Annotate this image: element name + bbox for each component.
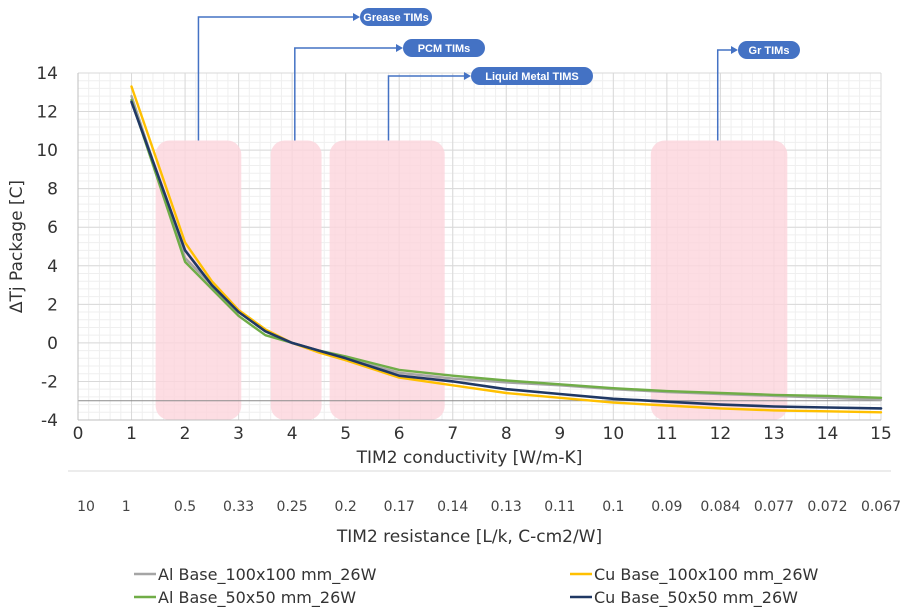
x2-tick-label: 0.11: [544, 499, 575, 515]
x-tick-label: 2: [180, 424, 191, 444]
legend-label: Cu Base_50x50 mm_26W: [594, 588, 798, 608]
callout-box: [471, 67, 593, 85]
y-tick-label: -4: [41, 411, 58, 431]
x-tick-label: 1: [126, 424, 137, 444]
callout-arrow-icon: [353, 13, 360, 21]
x2-tick-label: 0.067: [861, 499, 901, 515]
x-tick-labels: 0 1 2 3 4 5 6 7 8 9 10 11 12 13 14 15: [73, 424, 892, 444]
x2-tick-label: 0.072: [807, 499, 847, 515]
x2-tick-label: 0.14: [437, 499, 468, 515]
data-series: [130, 85, 883, 414]
y-tick-label: 14: [36, 64, 58, 84]
x2-tick-label: 0.33: [223, 499, 254, 515]
y-tick-label: 6: [47, 218, 58, 238]
series-line-4: [130, 100, 883, 410]
callout-connector: [294, 47, 399, 141]
x-tick-label: 5: [340, 424, 351, 444]
x2-tick-label: 0.09: [651, 499, 682, 515]
callout-label: Grease TIMs: [363, 12, 428, 24]
x-tick-label: 6: [394, 424, 405, 444]
x-tick-label: 7: [447, 424, 458, 444]
x-tick-label: 0: [73, 424, 84, 444]
legend: Al Base_100x100 mm_26W Cu Base_100x100 mm…: [134, 565, 819, 608]
x2-tick-label: 0.084: [700, 499, 740, 515]
callout-box: [738, 41, 800, 59]
x-tick-label: 4: [287, 424, 298, 444]
tim-regions: [155, 140, 788, 420]
tim-region: [650, 140, 788, 420]
tim-region: [270, 140, 322, 420]
x2-tick-label: 1: [122, 499, 131, 515]
callout-box: [360, 8, 432, 26]
x2-tick-labels: 10 1 0.5 0.33 0.25 0.2 0.17 0.14 0.13 0.11 0.1 0.09…: [77, 499, 901, 515]
y-axis-title: ΔTj Package [C]: [7, 180, 27, 313]
callout-box: [403, 39, 485, 57]
legend-label: Al Base_100x100 mm_26W: [158, 565, 377, 585]
x-tick-label: 14: [817, 424, 839, 444]
y-tick-label: -2: [41, 372, 58, 392]
callout-arrow-icon: [731, 46, 738, 54]
x2-tick-label: 0.5: [174, 499, 196, 515]
x2-axis-title: TIM2 resistance [L/k, C-cm2/W]: [336, 527, 602, 547]
series-line-2: [130, 85, 883, 414]
x-axis-title: TIM2 conductivity [W/m-K]: [356, 448, 583, 468]
plot-frame: [77, 73, 881, 421]
series-line-3: [130, 98, 883, 399]
callout-connector: [387, 75, 467, 141]
callouts: Grease TIMs PCM TIMs Liquid Metal TIMS Gr T…: [197, 8, 800, 141]
x2-tick-label: 0.2: [335, 499, 357, 515]
callout-label: Gr TIMs: [749, 45, 790, 57]
y-tick-label: 12: [36, 103, 58, 123]
x-tick-label: 15: [870, 424, 892, 444]
x2-tick-label: 0.1: [602, 499, 624, 515]
x-tick-label: 12: [710, 424, 732, 444]
x2-tick-label: 10: [77, 499, 95, 515]
x2-tick-label: 0.17: [384, 499, 415, 515]
y-tick-label: 0: [47, 334, 58, 354]
x2-tick-label: 0.25: [277, 499, 308, 515]
y-tick-label: 8: [47, 180, 58, 200]
callout-arrow-icon: [396, 44, 403, 52]
x-tick-label: 11: [656, 424, 678, 444]
x-tick-label: 10: [603, 424, 625, 444]
y-tick-label: 2: [47, 295, 58, 315]
y-tick-label: 10: [36, 141, 58, 161]
y-tick-label: 4: [47, 257, 58, 277]
callout-connector: [197, 16, 356, 141]
x2-tick-label: 0.13: [491, 499, 522, 515]
x-tick-label: 3: [233, 424, 244, 444]
x-tick-label: 8: [501, 424, 512, 444]
y-tick-labels: -4 -2 0 2 4 6 8 10 12 14: [36, 64, 58, 431]
tim-region: [329, 140, 445, 420]
x-tick-label: 9: [554, 424, 565, 444]
callout-arrow-icon: [464, 72, 471, 80]
callout-label: PCM TIMs: [418, 43, 471, 55]
callout-connector: [716, 49, 734, 141]
legend-label: Al Base_50x50 mm_26W: [158, 588, 356, 608]
callout-label: Liquid Metal TIMS: [485, 71, 579, 83]
tim-region: [155, 140, 242, 420]
x-tick-label: 13: [763, 424, 785, 444]
legend-label: Cu Base_100x100 mm_26W: [594, 565, 819, 585]
x2-tick-label: 0.077: [754, 499, 794, 515]
